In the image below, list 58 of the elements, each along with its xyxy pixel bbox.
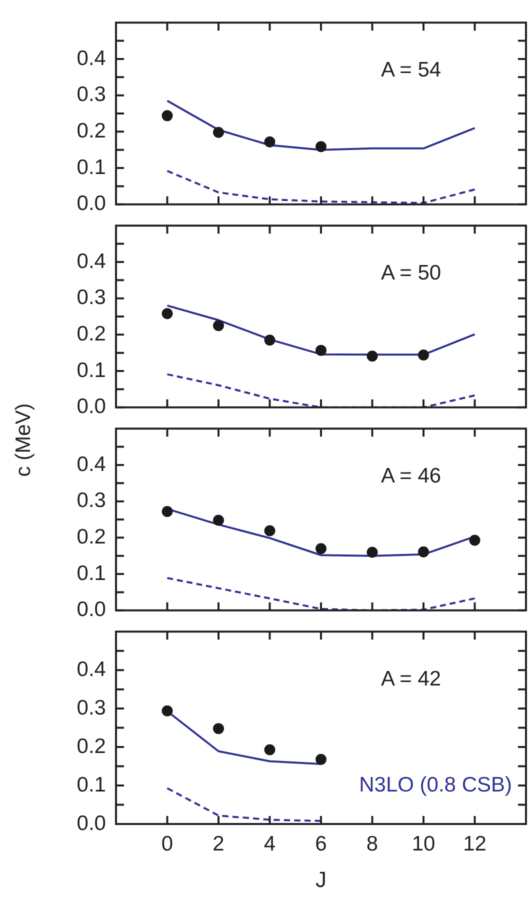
point bbox=[366, 350, 378, 362]
x-tick-label: 8 bbox=[366, 832, 378, 856]
y-tick-label: 0.0 bbox=[76, 395, 106, 418]
y-tick-label: 0.4 bbox=[76, 658, 106, 681]
x-axis-title: J bbox=[316, 866, 326, 892]
point bbox=[162, 110, 173, 122]
y-tick-label: 0.0 bbox=[76, 598, 106, 622]
x-tick-label: 4 bbox=[264, 832, 276, 856]
point bbox=[316, 543, 326, 554]
y-tick-label: 0.3 bbox=[76, 83, 106, 106]
point bbox=[162, 506, 173, 517]
point bbox=[418, 546, 429, 558]
x-tick-label: 2 bbox=[212, 832, 224, 856]
point bbox=[316, 754, 326, 765]
annotation: A = 54 bbox=[380, 58, 442, 82]
y-tick-label: 0.2 bbox=[76, 525, 106, 548]
y-tick-label: 0.1 bbox=[76, 358, 106, 382]
y-tick-label: 0.2 bbox=[76, 322, 106, 346]
series-label: N3LO (0.8 CSB) bbox=[359, 773, 512, 796]
y-tick-label: 0.3 bbox=[76, 286, 106, 310]
y-tick-label: 0.3 bbox=[76, 489, 106, 512]
line-series bbox=[166, 577, 476, 610]
y-tick-label: 0.3 bbox=[76, 696, 106, 720]
annotation: A = 50 bbox=[380, 261, 442, 284]
line-series bbox=[166, 170, 476, 204]
point bbox=[366, 546, 378, 558]
point bbox=[264, 525, 276, 536]
point bbox=[213, 514, 224, 526]
point bbox=[418, 350, 429, 361]
y-axis-title: c (MeV) bbox=[12, 403, 36, 477]
y-tick-label: 0.1 bbox=[76, 562, 106, 585]
point bbox=[213, 126, 224, 138]
point bbox=[264, 744, 276, 756]
point bbox=[213, 723, 224, 734]
point bbox=[264, 136, 276, 148]
annotation: A = 46 bbox=[380, 464, 442, 488]
line-series bbox=[166, 787, 322, 822]
x-tick-label: 6 bbox=[315, 832, 327, 856]
point bbox=[316, 344, 326, 356]
y-tick-label: 0.1 bbox=[76, 156, 106, 179]
y-tick-label: 0.0 bbox=[76, 192, 106, 216]
x-tick-label: 0 bbox=[161, 832, 174, 856]
x-tick-label: 12 bbox=[463, 832, 486, 856]
annotation: A = 42 bbox=[380, 667, 442, 690]
point bbox=[316, 141, 326, 152]
point bbox=[469, 534, 480, 546]
y-tick-label: 0.2 bbox=[76, 734, 106, 758]
y-tick-label: 0.4 bbox=[76, 250, 106, 273]
y-tick-label: 0.1 bbox=[76, 773, 106, 796]
y-tick-label: 0.4 bbox=[76, 46, 106, 70]
point bbox=[162, 705, 173, 716]
y-tick-label: 0.0 bbox=[76, 812, 106, 835]
x-tick-label: 10 bbox=[412, 832, 436, 856]
y-tick-label: 0.2 bbox=[76, 119, 106, 142]
y-tick-label: 0.4 bbox=[76, 452, 106, 476]
point bbox=[213, 320, 224, 332]
point bbox=[264, 334, 276, 346]
point bbox=[162, 308, 173, 320]
